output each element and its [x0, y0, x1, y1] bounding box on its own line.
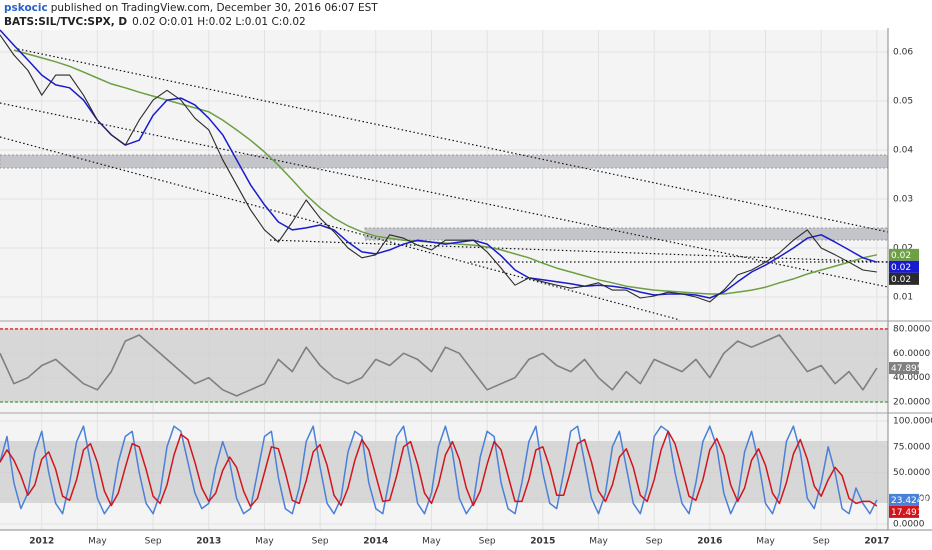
x-tick-label: Sep: [813, 537, 830, 547]
x-tick-label: Sep: [312, 537, 329, 547]
series-line: [0, 425, 878, 515]
y-tick-label: 0.01: [893, 292, 913, 302]
y-tick-label: 0.03: [893, 195, 913, 205]
last-value-box: [889, 272, 919, 285]
y-tick-label: 50.0000: [893, 468, 930, 478]
x-tick-label: May: [756, 537, 775, 547]
series-line: [0, 29, 878, 299]
x-tick-label: May: [255, 537, 274, 547]
y-tick-label: 20.0000: [893, 398, 930, 408]
trendline: [0, 102, 889, 288]
publish-line: pskocic published on TradingView.com, Dec…: [4, 2, 378, 14]
y-tick-label: 0.0000: [893, 520, 925, 530]
trendline: [17, 48, 889, 233]
x-tick-label: 2016: [697, 537, 722, 547]
drawings: [0, 48, 889, 503]
y-tick-label: 0.06: [893, 48, 913, 58]
x-tick-label: Sep: [479, 537, 496, 547]
y-tick-label: 0.05: [893, 97, 913, 107]
last-value-label: 0.02: [891, 251, 911, 261]
last-value-label: 23.4245: [891, 496, 928, 506]
last-value-box: [889, 248, 919, 261]
x-tick-label: 2012: [29, 537, 54, 547]
x-tick-label: May: [88, 537, 107, 547]
price-pane: [0, 30, 888, 320]
x-tick-label: May: [589, 537, 608, 547]
author[interactable]: pskocic: [4, 2, 48, 14]
x-tick-label: Sep: [646, 537, 663, 547]
trendlines: [0, 48, 889, 321]
resistance-zone: [0, 154, 889, 169]
x-tick-label: 2015: [530, 537, 555, 547]
last-value-box: [889, 493, 919, 506]
last-value-box: [889, 362, 919, 375]
last-value-box: [889, 260, 919, 273]
x-tick-label: Sep: [145, 537, 162, 547]
symbol-line: BATS:SIL/TVC:SPX, D 0.02 O:0.01 H:0.02 L:…: [4, 16, 306, 28]
y-tick-label: 60.0000: [893, 349, 930, 359]
x-tick-label: May: [422, 537, 441, 547]
published: published on TradingView.com, December 3…: [51, 2, 379, 14]
last-value-label: 47.8952: [891, 364, 928, 374]
y-tick-label: 75.0000: [893, 442, 930, 452]
last-value-label: 17.4910: [891, 508, 928, 518]
last-value-label: 0.02: [891, 275, 911, 285]
symbol: BATS:SIL/TVC:SPX, D: [4, 16, 127, 28]
labels: 2012 May Sep 2013 May Sep 2014 May Sep 2015 May Sep…: [29, 48, 932, 547]
x-tick-label: 2013: [196, 537, 221, 547]
last-value-label: 0.02: [891, 263, 911, 273]
y-tick-label: 80.0000: [893, 324, 930, 334]
series: [0, 29, 878, 515]
series-line: [0, 34, 877, 303]
series-line: [0, 334, 878, 397]
last-value-box: [889, 505, 919, 518]
y-tick-label: 100.0000: [893, 417, 932, 427]
band: [0, 328, 888, 403]
x-tick-label: 2014: [363, 537, 388, 547]
y-tick-label: 0.04: [893, 146, 913, 156]
trendline: [269, 239, 889, 263]
y-tick-label: 0.02: [893, 243, 913, 253]
series-line: [0, 430, 878, 508]
trendline: [0, 136, 681, 321]
y-tick-label: 40.0000: [893, 373, 930, 383]
quote: 0.02 O:0.01 H:0.02 L:0.01 C:0.02: [132, 16, 306, 28]
stoch-band: [0, 441, 888, 503]
x-tick-label: 2017: [864, 537, 889, 547]
